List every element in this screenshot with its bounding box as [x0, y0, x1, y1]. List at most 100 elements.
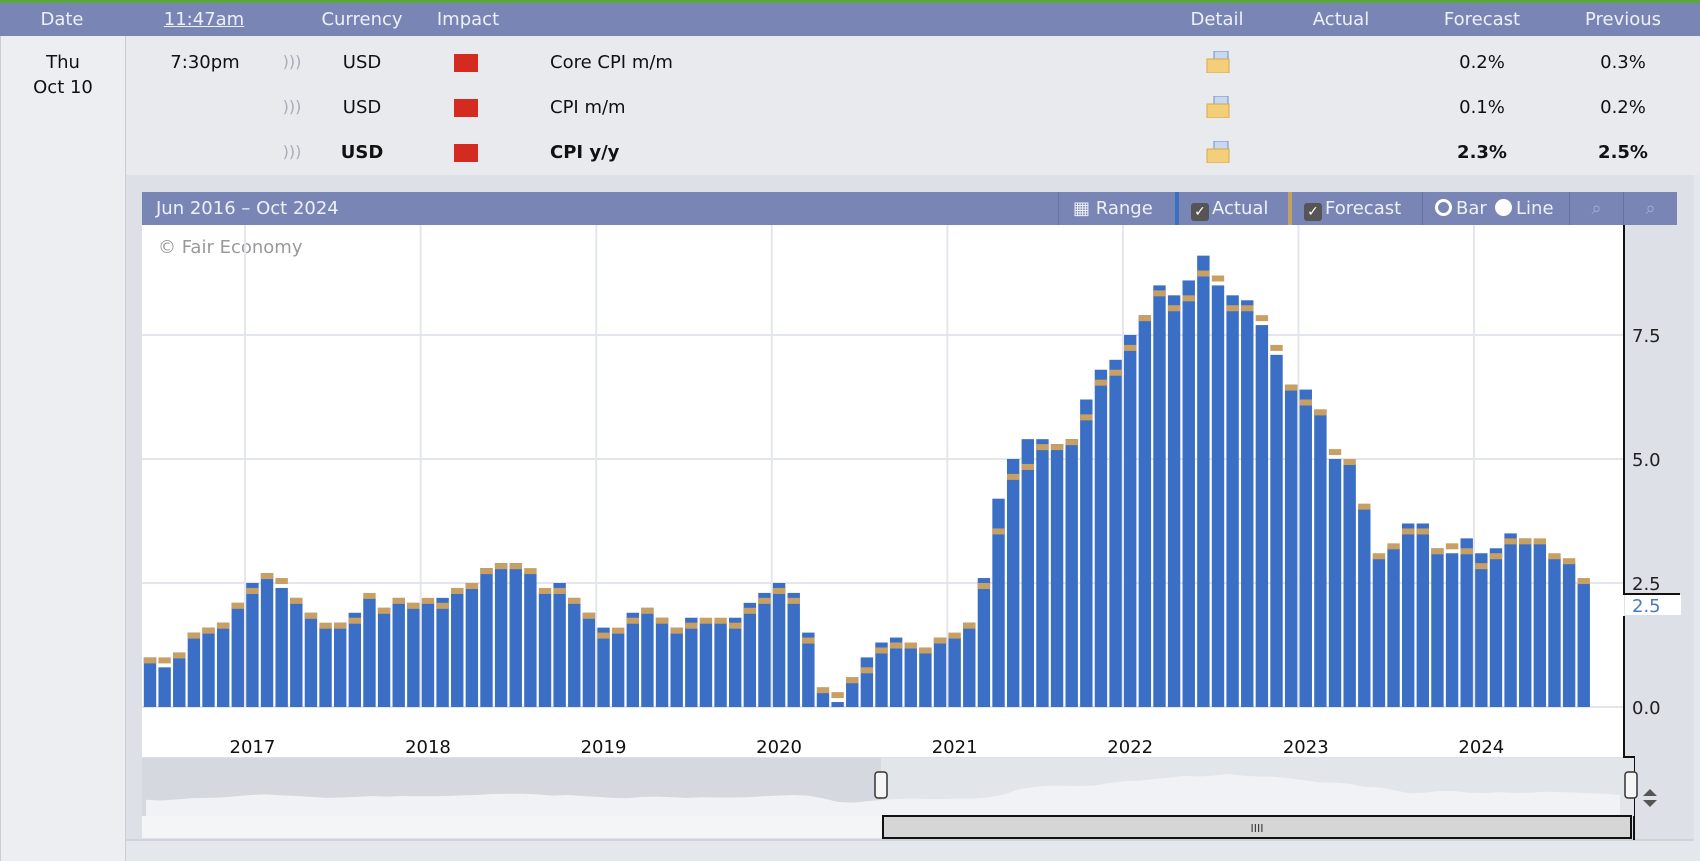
forecast-marker	[1006, 473, 1020, 480]
zoom-out-button[interactable]: ⌕	[1623, 192, 1677, 225]
actual-bar	[1153, 285, 1166, 707]
detail-folder-icon[interactable]	[1206, 141, 1230, 163]
forecast-marker	[1167, 305, 1181, 312]
zoom-out-icon: ⌕	[1645, 198, 1656, 219]
navigator-right-handle[interactable]	[1624, 771, 1638, 799]
event-forecast: 2.3%	[1457, 142, 1507, 163]
actual-bar	[626, 612, 639, 707]
date: Oct 10	[33, 77, 93, 98]
forecast-marker	[1182, 295, 1195, 302]
actual-bar	[1314, 409, 1327, 707]
actual-bar	[611, 632, 625, 707]
actual-bar	[963, 622, 976, 707]
detail-folder-icon[interactable]	[1206, 96, 1230, 118]
actual-bar	[465, 583, 479, 707]
actual-bar	[685, 617, 698, 707]
actual-bar	[1167, 295, 1181, 707]
y-axis-frame	[1623, 225, 1680, 840]
actual-bar	[655, 617, 669, 707]
actual-bar	[919, 647, 932, 707]
forecast-marker	[816, 687, 830, 694]
sound-icon[interactable]: )))	[282, 97, 302, 116]
forecast-marker	[992, 528, 1005, 535]
event-title[interactable]: CPI m/m	[550, 97, 626, 118]
forecast-marker	[1460, 548, 1473, 555]
actual-bar	[889, 637, 903, 707]
forecast-marker	[465, 583, 479, 589]
line-option[interactable]: Line	[1495, 192, 1569, 225]
forecast-marker	[1445, 543, 1459, 550]
actual-bar	[333, 622, 347, 707]
event-row[interactable]: 7:30pm ))) USD Core CPI m/m 0.2% 0.3%	[126, 40, 1700, 85]
zoom-in-button[interactable]: ⌕	[1569, 192, 1623, 225]
sound-icon[interactable]: )))	[282, 52, 302, 71]
top-accent-line	[0, 0, 1700, 3]
high-impact-icon	[454, 54, 478, 72]
event-title[interactable]: Core CPI m/m	[550, 52, 673, 73]
navigator-scrollbar-thumb[interactable]	[882, 815, 1632, 839]
actual-bar	[772, 583, 786, 707]
forecast-marker	[1387, 543, 1400, 550]
bar-option[interactable]: Bar	[1422, 192, 1495, 225]
forecast-marker	[451, 587, 464, 594]
forecast-marker	[831, 692, 844, 699]
actual-bar	[1358, 508, 1371, 707]
forecast-marker	[655, 617, 669, 624]
actual-bar	[187, 632, 201, 707]
actual-bar	[992, 498, 1005, 707]
navigator-left-handle[interactable]	[874, 771, 888, 799]
range-button[interactable]: ▦ Range	[1058, 192, 1175, 225]
forecast-marker	[1577, 578, 1590, 585]
forecast-marker	[1489, 553, 1503, 560]
forecast-marker	[377, 607, 391, 614]
event-row[interactable]: ))) USD CPI m/m 0.1% 0.2%	[126, 85, 1700, 130]
forecast-marker	[158, 657, 171, 664]
forecast-marker	[1431, 548, 1444, 555]
header-time-link[interactable]: 11:47am	[163, 9, 245, 30]
forecast-marker	[319, 622, 332, 629]
actual-bar	[451, 587, 464, 707]
actual-bar	[743, 602, 757, 707]
actual-toggle[interactable]: ✓ Actual	[1175, 192, 1288, 225]
y-tick-label: 2.5	[1632, 574, 1661, 595]
high-impact-icon	[454, 99, 478, 117]
actual-bar	[729, 617, 742, 707]
detail-folder-icon[interactable]	[1206, 51, 1230, 73]
x-tick-label: 2022	[1107, 737, 1153, 758]
actual-bar	[1006, 459, 1020, 707]
actual-bar	[977, 578, 991, 707]
forecast-marker	[1548, 553, 1561, 560]
forecast-marker	[1358, 503, 1371, 510]
header-actual: Actual	[1312, 9, 1370, 30]
actual-bar	[246, 583, 259, 707]
event-previous: 2.5%	[1598, 142, 1648, 163]
event-title[interactable]: CPI y/y	[550, 142, 620, 163]
actual-label: Actual	[1212, 198, 1269, 219]
actual-bar	[875, 642, 888, 707]
actual-bar	[1299, 389, 1312, 707]
actual-bar	[494, 563, 508, 707]
actual-bar	[553, 583, 566, 707]
forecast-marker	[714, 617, 727, 624]
actual-bar	[1094, 369, 1108, 707]
forecast-marker	[699, 617, 713, 624]
forecast-marker	[480, 568, 493, 575]
forecast-marker	[509, 563, 522, 570]
actual-bar	[1036, 439, 1049, 707]
sound-icon[interactable]: )))	[282, 142, 302, 161]
actual-bar	[1431, 548, 1444, 707]
forecast-marker	[275, 578, 288, 585]
forecast-marker	[1519, 538, 1532, 545]
forecast-toggle[interactable]: ✓ Forecast	[1288, 192, 1422, 225]
actual-bar	[304, 612, 318, 707]
actual-bar	[948, 637, 961, 707]
event-rows: 7:30pm ))) USD Core CPI m/m 0.2% 0.3% ))…	[126, 36, 1700, 175]
actual-bar	[1401, 523, 1415, 707]
scroll-arrows-icon[interactable]	[1643, 789, 1657, 807]
actual-bar	[1372, 558, 1386, 707]
event-row-selected[interactable]: ))) USD CPI y/y 2.3% 2.5%	[126, 130, 1700, 175]
forecast-marker	[1153, 290, 1166, 297]
actual-bar	[1475, 553, 1488, 707]
forecast-marker	[1533, 538, 1547, 545]
forecast-marker	[948, 632, 961, 639]
